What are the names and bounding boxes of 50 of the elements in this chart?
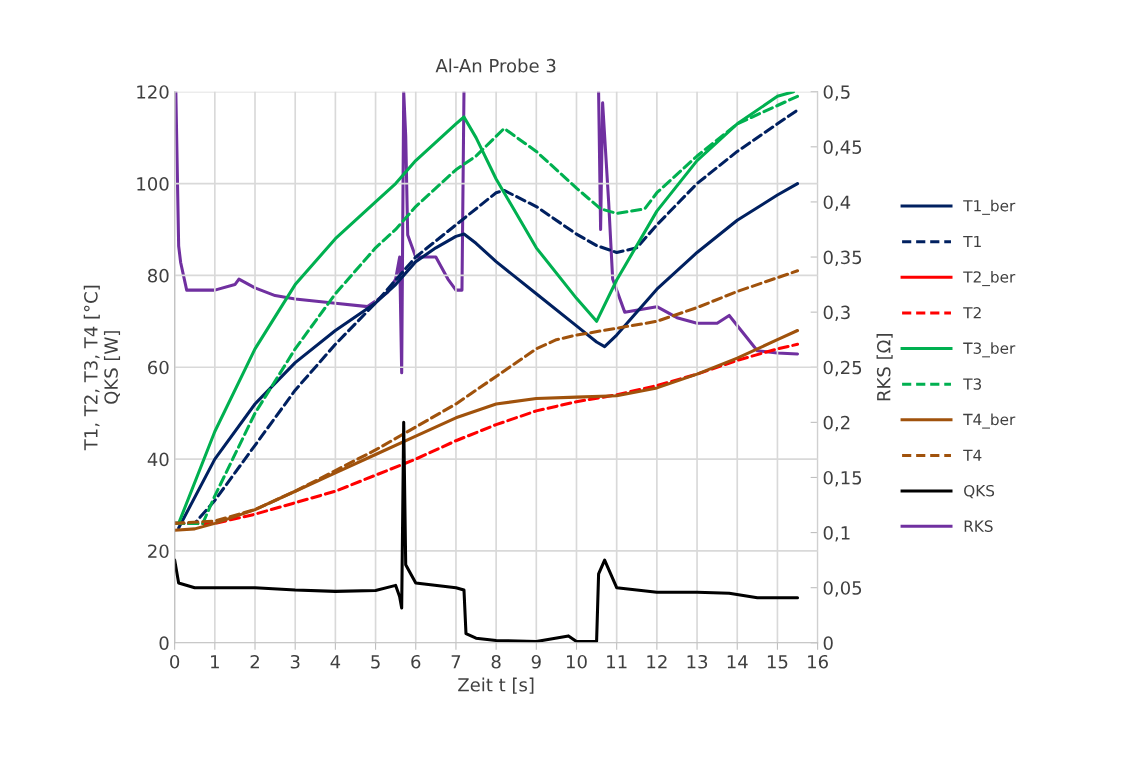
y2-tick-label: 0,4 bbox=[823, 195, 851, 211]
y2-tick-label: 0,5 bbox=[823, 85, 850, 101]
legend-label: QKS bbox=[964, 484, 995, 499]
x-tick-label: 3 bbox=[290, 654, 300, 669]
y-tick-label: 60 bbox=[148, 360, 169, 375]
legend-label: T3 bbox=[963, 378, 982, 390]
legend-label: T2_ber bbox=[963, 270, 1016, 287]
y2-tick-label: 0,05 bbox=[823, 581, 862, 597]
x-tick-label: 8 bbox=[491, 654, 501, 669]
y-tick-label: 20 bbox=[148, 544, 169, 559]
x-tick-label: 2 bbox=[250, 654, 259, 669]
y-tick-label: 80 bbox=[148, 268, 169, 283]
y-tick-label: 0 bbox=[159, 636, 169, 650]
x-tick-label: 15 bbox=[767, 655, 788, 669]
y2-tick-label: 0,35 bbox=[823, 250, 862, 266]
x-tick-label: 14 bbox=[727, 655, 748, 669]
legend-label: RKS bbox=[964, 520, 993, 532]
y2-tick-label: 0,15 bbox=[823, 470, 862, 487]
x-tick-label: 10 bbox=[566, 654, 587, 669]
y2-tick-label: 0 bbox=[823, 636, 833, 650]
y2-tick-label: 0,2 bbox=[823, 415, 850, 432]
x-tick-label: 5 bbox=[371, 655, 380, 669]
x-axis-title: Zeit t [s] bbox=[458, 677, 534, 694]
legend-label: T4 bbox=[963, 449, 982, 461]
y2-tick-label: 0,3 bbox=[823, 305, 850, 322]
chart-title: Al-An Probe 3 bbox=[435, 58, 556, 73]
x-tick-label: 12 bbox=[647, 654, 667, 669]
x-tick-label: 0 bbox=[170, 654, 180, 669]
y2-axis-title: RKS [Ω] bbox=[876, 334, 893, 401]
y2-tick-label: 0,45 bbox=[823, 140, 862, 156]
x-tick-label: 11 bbox=[607, 655, 627, 669]
y2-tick-label: 0,1 bbox=[823, 526, 850, 542]
x-tick-label: 6 bbox=[411, 654, 421, 669]
x-tick-label: 4 bbox=[330, 655, 341, 669]
legend-label: T2 bbox=[963, 307, 981, 319]
line-series bbox=[174, 420, 800, 643]
y-tick-label: 40 bbox=[147, 452, 169, 467]
x-tick-label: 7 bbox=[451, 655, 461, 669]
legend-label: T1_ber bbox=[963, 199, 1016, 215]
legend-label: T4_ber bbox=[963, 413, 1016, 429]
x-tick-label: 1 bbox=[211, 655, 219, 669]
x-tick-label: 16 bbox=[808, 654, 828, 669]
y-tick-label: 120 bbox=[137, 85, 169, 99]
legend-label: T3_ber bbox=[963, 342, 1016, 358]
y-tick-label: 100 bbox=[137, 177, 169, 191]
y2-tick-label: 0,25 bbox=[823, 360, 862, 377]
x-tick-label: 9 bbox=[531, 654, 541, 669]
legend-label: T1 bbox=[963, 235, 981, 248]
y-axis-title: T1, T2, T3, T4 [°C] QKS [W] bbox=[83, 285, 121, 451]
x-tick-label: 13 bbox=[687, 654, 708, 669]
